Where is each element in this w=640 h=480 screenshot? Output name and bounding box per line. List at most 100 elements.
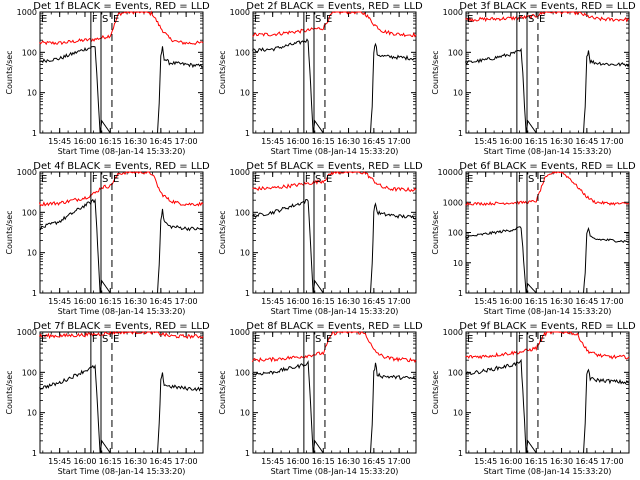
x-tick-label: 16:45 <box>575 457 598 466</box>
x-tick-label: 17:00 <box>175 457 198 466</box>
events-series-line <box>39 198 204 294</box>
x-tick-label: 16:00 <box>286 137 309 146</box>
x-tick-label: 15:45 <box>261 457 284 466</box>
y-tick-label: 100 <box>22 368 37 377</box>
y-axis-label: Counts/sec <box>431 210 440 254</box>
x-tick-label: 16:15 <box>99 137 122 146</box>
segment-label: F <box>92 174 98 185</box>
x-tick-label: 16:30 <box>550 137 573 146</box>
y-tick-label: 1000 <box>230 8 250 17</box>
x-tick-label: 16:45 <box>362 457 385 466</box>
lld-series-line <box>465 171 630 206</box>
segment-label: S <box>315 174 321 185</box>
x-axis-label: Start Time (08-Jan-14 15:33:20) <box>271 307 399 316</box>
y-tick-label: 100 <box>235 208 250 217</box>
events-series-line <box>464 226 630 294</box>
chart-panel-det-7f: Det 7f BLACK = Events, RED = LLD 1 10 100 10… <box>5 321 210 476</box>
segment-label: S <box>102 334 108 345</box>
segment-label: E <box>41 334 47 345</box>
segment-label: E <box>254 174 260 185</box>
x-tick-label: 16:45 <box>149 297 172 306</box>
y-tick-label: 10 <box>27 249 37 258</box>
x-tick-label: 16:00 <box>286 297 309 306</box>
lld-series-line <box>38 171 204 207</box>
events-series-line <box>251 38 416 134</box>
segment-label: E <box>41 174 47 185</box>
y-tick-label: 1 <box>458 449 463 458</box>
x-tick-label: 16:45 <box>575 137 598 146</box>
y-tick-label: 1000 <box>443 198 463 207</box>
x-tick-label: 16:15 <box>312 297 335 306</box>
events-series-line <box>39 45 204 134</box>
y-tick-label: 10 <box>240 249 250 258</box>
y-axis-label: Counts/sec <box>218 210 227 254</box>
x-tick-label: 15:45 <box>48 457 71 466</box>
segment-label: S <box>315 14 321 25</box>
y-axis-label: Counts/sec <box>5 370 14 414</box>
x-tick-label: 17:00 <box>175 137 198 146</box>
x-tick-label: 16:30 <box>337 137 360 146</box>
segment-label: F <box>92 334 98 345</box>
x-tick-label: 16:00 <box>499 457 522 466</box>
chart-panel-det-1f: Det 1f BLACK = Events, RED = LLD 1 10 100 10… <box>5 1 210 156</box>
x-tick-label: 16:30 <box>337 297 360 306</box>
plot-frame <box>39 331 204 454</box>
chart-panel-det-5f: Det 5f BLACK = Events, RED = LLD 1 10 100 10… <box>218 161 423 316</box>
segment-label: E <box>539 174 545 185</box>
lld-series-line <box>252 171 417 192</box>
lld-series-line <box>465 331 630 360</box>
segment-label: E <box>113 174 119 185</box>
x-tick-label: 16:45 <box>149 457 172 466</box>
chart-title: Det 3f BLACK = Events, RED = LLD <box>459 1 636 12</box>
x-tick-label: 16:45 <box>362 297 385 306</box>
x-tick-label: 17:00 <box>601 137 624 146</box>
chart-title: Det 5f BLACK = Events, RED = LLD <box>246 161 423 172</box>
y-tick-label: 1 <box>458 289 463 298</box>
y-tick-label: 100 <box>235 48 250 57</box>
chart-panel-det-6f: Det 6f BLACK = Events, RED = LLD 1 10 100 10… <box>431 161 636 316</box>
x-tick-label: 17:00 <box>388 137 411 146</box>
chart-panel-det-2f: Det 2f BLACK = Events, RED = LLD 1 10 100 10… <box>218 1 423 156</box>
plot-frame <box>252 171 417 294</box>
chart-panel-det-3f: Det 3f BLACK = Events, RED = LLD 1 10 100 10… <box>431 1 636 156</box>
x-tick-label: 15:45 <box>474 137 497 146</box>
plot-frame <box>39 11 204 134</box>
y-tick-label: 1 <box>32 129 37 138</box>
x-tick-label: 16:30 <box>124 457 147 466</box>
plot-frame <box>465 11 630 134</box>
events-series-line <box>464 47 630 134</box>
segment-label: E <box>539 334 545 345</box>
y-tick-label: 1000 <box>230 168 250 177</box>
plot-frame <box>465 331 630 454</box>
y-tick-label: 1000 <box>230 328 250 337</box>
x-axis-label: Start Time (08-Jan-14 15:33:20) <box>484 467 612 476</box>
y-tick-label: 100 <box>448 48 463 57</box>
y-tick-label: 100 <box>235 368 250 377</box>
chart-panel-det-8f: Det 8f BLACK = Events, RED = LLD 1 10 100 10… <box>218 321 423 476</box>
y-tick-label: 100 <box>448 229 463 238</box>
y-tick-label: 10 <box>240 89 250 98</box>
chart-title: Det 4f BLACK = Events, RED = LLD <box>33 161 210 172</box>
segment-label: E <box>113 334 119 345</box>
y-axis-label: Counts/sec <box>218 50 227 94</box>
x-tick-label: 16:30 <box>124 137 147 146</box>
x-tick-label: 16:30 <box>550 457 573 466</box>
x-tick-label: 16:15 <box>312 457 335 466</box>
segment-label: S <box>315 334 321 345</box>
y-tick-label: 10 <box>240 409 250 418</box>
segment-label: E <box>113 14 119 25</box>
events-series-line <box>252 360 417 454</box>
x-tick-label: 15:45 <box>474 457 497 466</box>
y-tick-label: 100 <box>22 48 37 57</box>
y-tick-label: 1 <box>245 289 250 298</box>
segment-label: E <box>467 174 473 185</box>
events-series-line <box>38 364 204 454</box>
x-tick-label: 16:45 <box>575 297 598 306</box>
segment-label: E <box>467 14 473 25</box>
segment-label: E <box>326 174 332 185</box>
lld-series-line <box>39 10 204 46</box>
segment-label: F <box>518 174 524 185</box>
x-tick-label: 16:00 <box>73 457 96 466</box>
x-tick-label: 15:45 <box>474 297 497 306</box>
x-tick-label: 16:00 <box>73 137 96 146</box>
